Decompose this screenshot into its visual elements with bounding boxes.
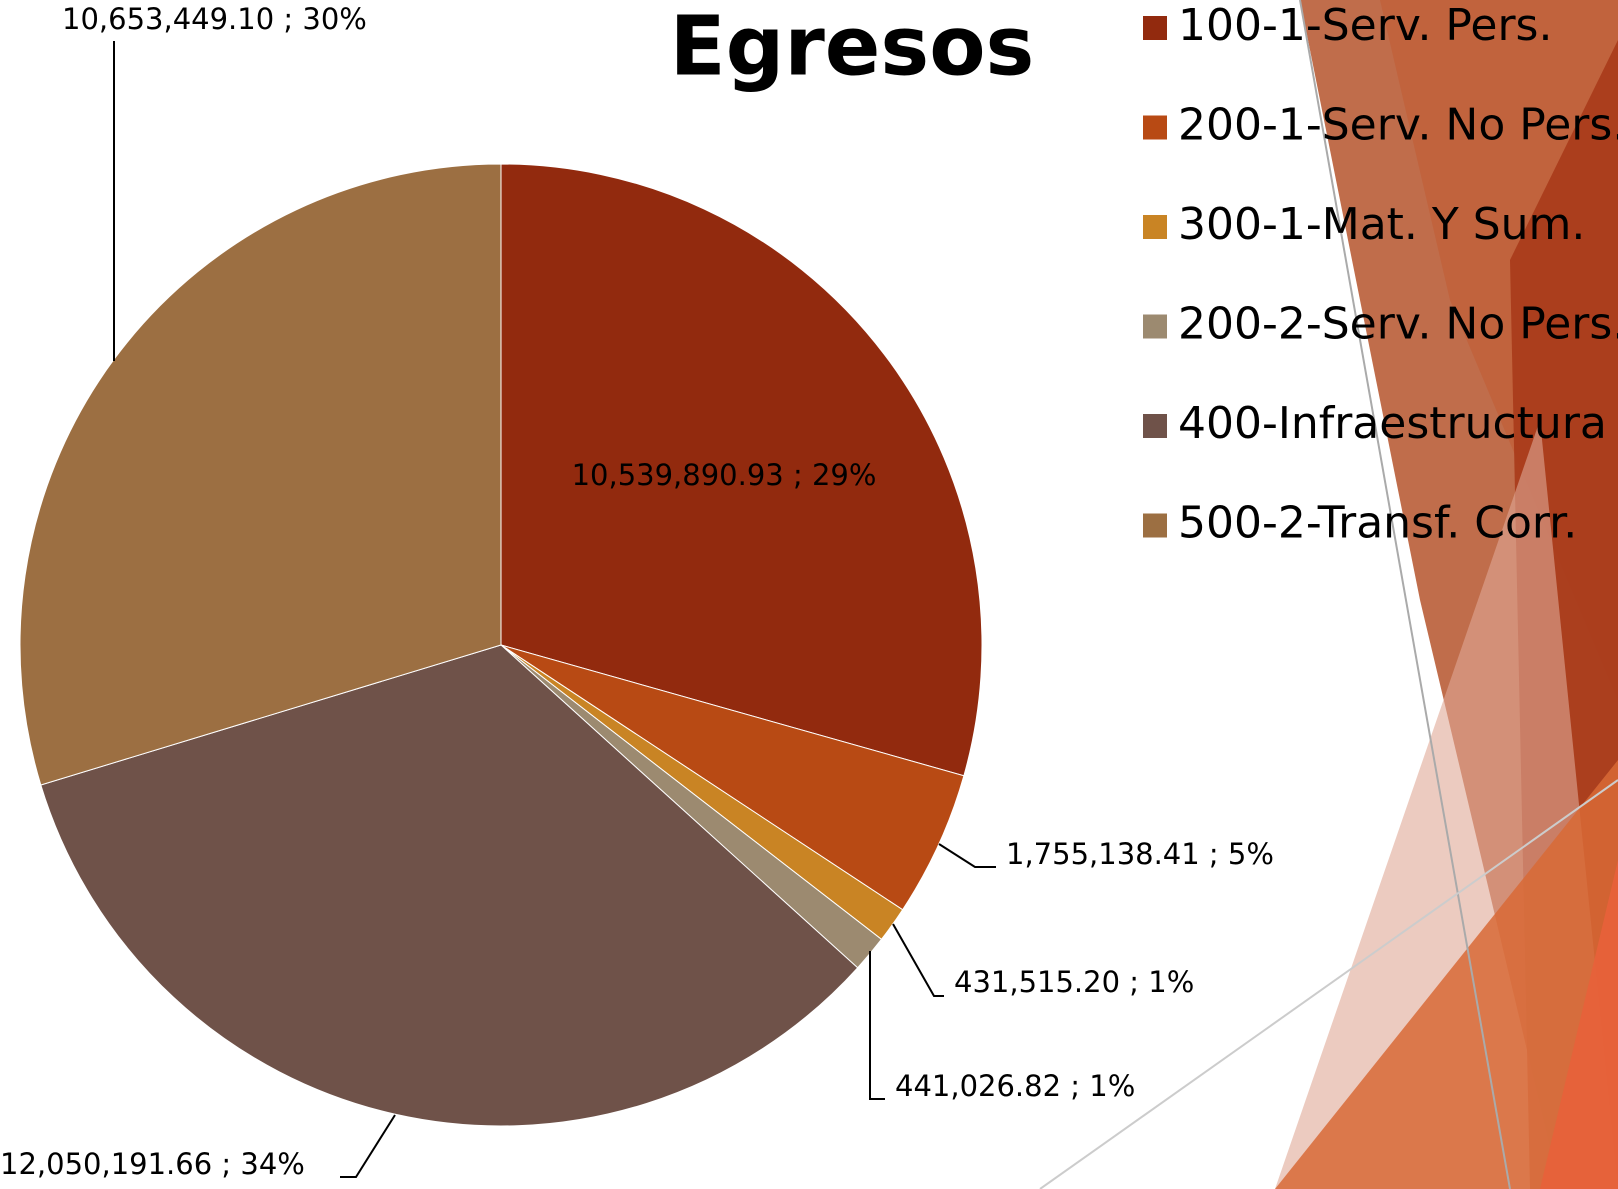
legend-label: 200-1-Serv. No Pers. — [1178, 100, 1618, 151]
data-label: 10,653,449.10 ; 30% — [62, 2, 367, 36]
legend-swatch — [1143, 116, 1167, 140]
data-label: 12,050,191.66 ; 34% — [0, 1147, 305, 1181]
chart-title: Egresos — [670, 0, 1035, 94]
leader-line — [870, 951, 885, 1099]
data-label: 441,026.82 ; 1% — [895, 1069, 1135, 1103]
legend-label: 100-1-Serv. Pers. — [1178, 0, 1552, 51]
leader-line — [939, 844, 996, 867]
legend-label: 300-1-Mat. Y Sum. — [1178, 199, 1585, 250]
page: {"chart_data": {"type": "pie", "title": … — [0, 0, 1618, 1189]
leader-line — [340, 1115, 395, 1177]
legend-swatch — [1143, 414, 1167, 438]
data-label: 431,515.20 ; 1% — [954, 965, 1194, 999]
data-label: 1,755,138.41 ; 5% — [1006, 837, 1274, 871]
legend-swatch — [1143, 315, 1167, 339]
data-label: 10,539,890.93 ; 29% — [572, 458, 877, 492]
leader-line — [893, 924, 944, 996]
legend-swatch — [1143, 514, 1167, 538]
legend-label: 500-2-Transf. Corr. — [1178, 498, 1577, 549]
chart: Egresos 10,539,890.93 ; 29% 1,755,138.41 … — [0, 0, 1618, 1189]
legend-label: 400-Infraestructura — [1178, 398, 1607, 449]
legend-swatch — [1143, 16, 1167, 40]
legend-label: 200-2-Serv. No Pers. — [1178, 299, 1618, 350]
background-decoration — [1040, 0, 1618, 1189]
legend-swatch — [1143, 215, 1167, 239]
